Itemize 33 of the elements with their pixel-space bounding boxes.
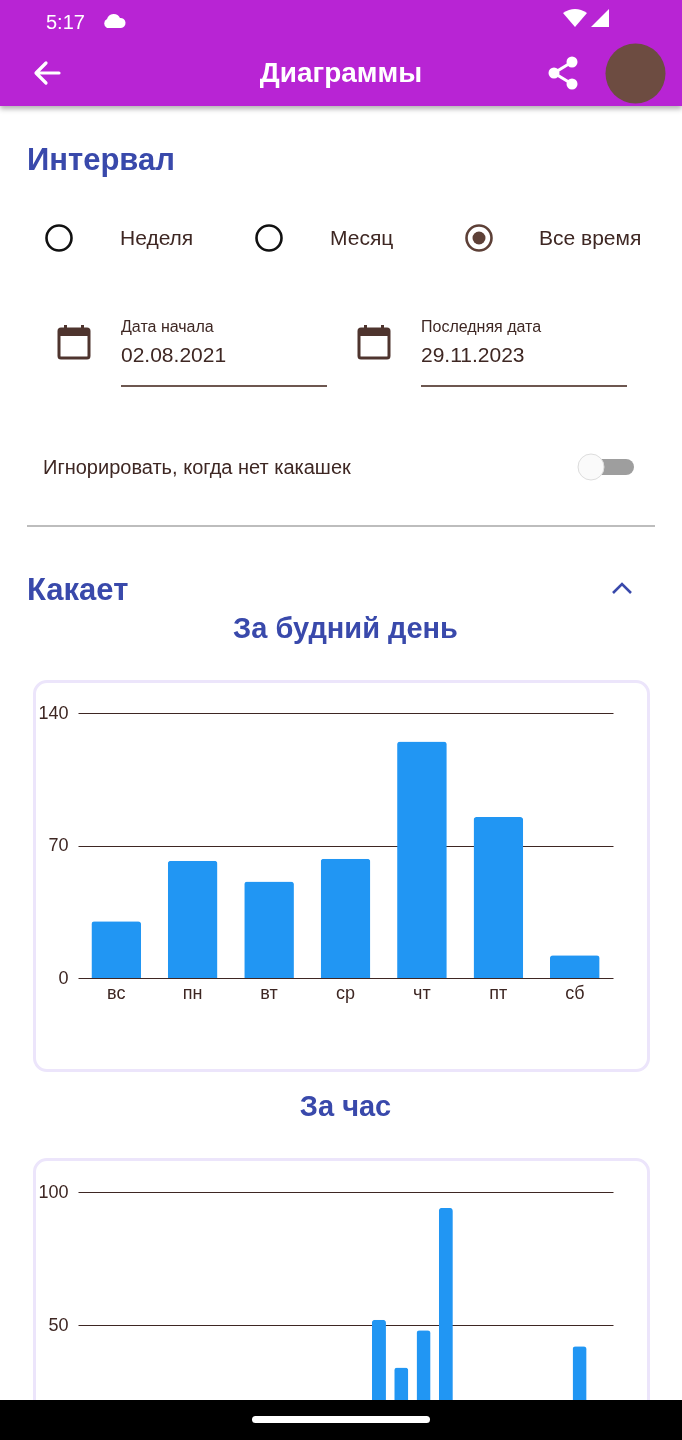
text: Месяц: [330, 226, 394, 250]
x-tick-label: сб: [565, 982, 585, 1003]
bar: [244, 881, 294, 978]
text: 02.08.2021: [121, 343, 227, 367]
x-tick-label: вс: [107, 982, 126, 1003]
text: Игнорировать, когда нет какашек: [43, 455, 351, 479]
y-tick-label: 50: [48, 1314, 69, 1335]
bar: [320, 858, 371, 978]
text: Интервал: [27, 142, 175, 178]
bar: [549, 955, 600, 978]
x-tick-label: вт: [260, 982, 278, 1003]
bar: [167, 860, 218, 978]
text: Все время: [539, 226, 642, 250]
chart-title: За час: [299, 1090, 392, 1122]
y-tick-label: 140: [38, 702, 69, 723]
y-tick-label: 100: [38, 1181, 69, 1202]
y-tick-label: 70: [48, 835, 69, 855]
chart-title: За будний день: [233, 612, 458, 644]
x-tick-label: пн: [182, 982, 203, 1003]
bar: [91, 921, 142, 978]
text: Последняя дата: [421, 318, 542, 336]
bar: [473, 817, 524, 978]
x-tick-label: пт: [489, 982, 508, 1003]
text: Неделя: [120, 226, 194, 250]
text: 5:17: [46, 10, 85, 34]
x-tick-label: ср: [335, 982, 356, 1003]
text: Дата начала: [121, 318, 214, 336]
text: Диаграммы: [258, 57, 424, 89]
y-tick-label: 0: [58, 967, 69, 988]
text: Какает: [27, 572, 129, 608]
text: 29.11.2023: [421, 343, 525, 367]
bar: [397, 741, 447, 978]
x-tick-label: чт: [413, 982, 431, 1003]
